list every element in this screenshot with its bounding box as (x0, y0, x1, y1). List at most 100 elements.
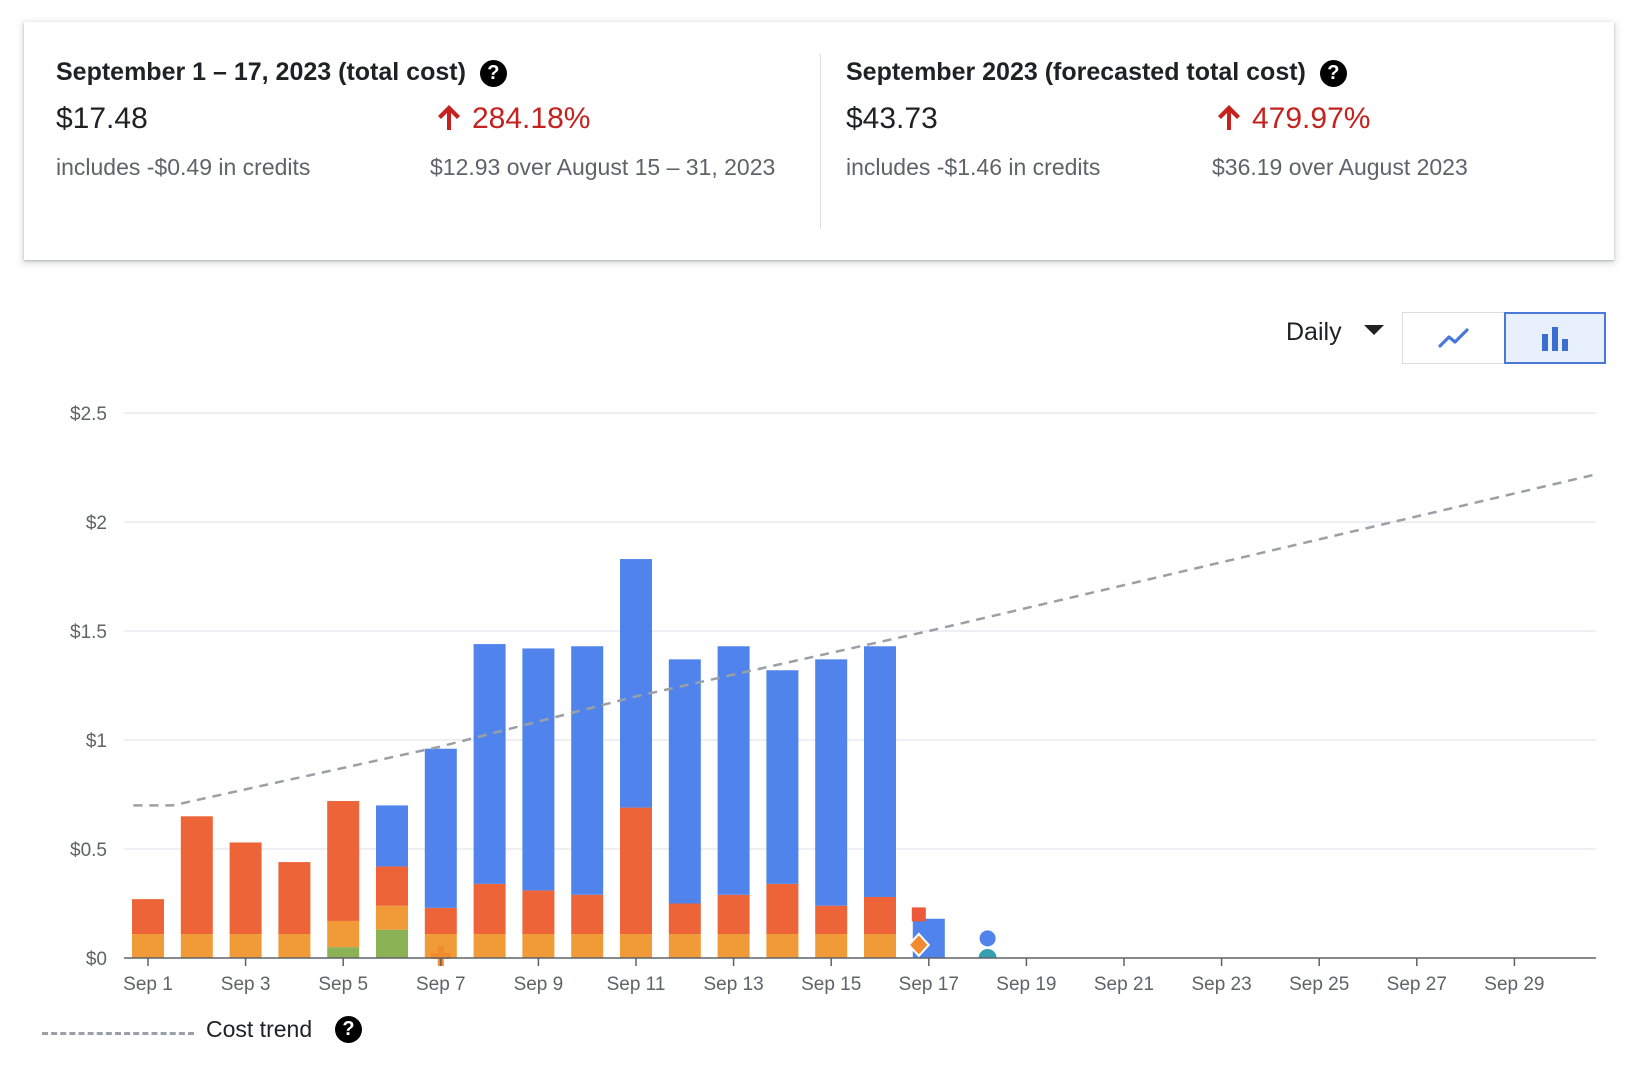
legend-label: Cost trend (206, 1016, 313, 1042)
chart-grid (124, 412, 1596, 850)
bar-segment (327, 947, 360, 958)
help-circle-icon[interactable]: ? (1319, 60, 1347, 87)
x-tick-label: Sep 17 (899, 974, 959, 995)
bar-segment (864, 646, 896, 897)
bar-segment (522, 648, 555, 891)
bar-segment (180, 816, 213, 935)
y-tick-label: $2.5 (70, 404, 107, 425)
bar-segment (717, 646, 750, 895)
bar-chart-icon (1542, 327, 1568, 351)
legend-dash-swatch (42, 1032, 194, 1035)
x-tick-label: Sep 15 (801, 974, 861, 995)
bar-segment (620, 807, 652, 935)
bar-segment (522, 890, 555, 935)
bar-segment (327, 801, 360, 921)
bar-segment (864, 896, 896, 935)
bar-segment (571, 894, 604, 935)
bar-segment (668, 903, 701, 935)
forecast-comparison-text: $36.19 over August 2023 (1212, 154, 1468, 180)
bar-chart-toggle-button[interactable] (1504, 312, 1606, 364)
forecast-cost-amount: $43.73 (846, 102, 938, 135)
x-tick-label: Sep 1 (123, 974, 173, 995)
bar-segment (327, 920, 360, 948)
bar-segment (571, 934, 604, 958)
bar-segment (473, 934, 506, 958)
square-icon (911, 907, 926, 922)
forecast-change: 479.97% (1216, 102, 1370, 136)
forecast-credits-text: includes -$1.46 in credits (846, 154, 1101, 180)
forecast-cost-title-text: September 2023 (forecasted total cost) (846, 58, 1306, 86)
bar-segment (815, 659, 848, 906)
bar-segment (522, 934, 555, 958)
bar-segment (766, 670, 799, 884)
bar-segment (132, 899, 164, 935)
arrow-up-icon (438, 105, 460, 130)
x-tick-label: Sep 7 (416, 974, 466, 995)
help-circle-icon[interactable]: ? (479, 60, 507, 87)
granularity-dropdown[interactable]: Daily (1286, 318, 1384, 347)
x-axis: Sep 1 Sep 3 Sep 5 Sep 7 Sep 9 Sep 11 Sep 13 Sep… (123, 957, 1596, 995)
line-chart-toggle-button[interactable] (1402, 312, 1504, 364)
bar-segment (376, 929, 408, 958)
current-change: 284.18% (436, 102, 590, 136)
cost-summary-card: September 1 – 17, 2023 (total cost)? $17… (24, 22, 1614, 260)
bar-segment (864, 934, 896, 958)
x-tick-label: Sep 19 (996, 974, 1056, 995)
bar-segment (766, 934, 799, 958)
bar-segment (717, 934, 750, 958)
help-circle-icon[interactable]: ? (335, 1016, 362, 1043)
current-comparison-text: $12.93 over August 15 – 31, 2023 (430, 154, 776, 180)
current-cost-title-text: September 1 – 17, 2023 (total cost) (56, 58, 466, 86)
person-icon (978, 949, 997, 958)
bar-segment (620, 934, 652, 958)
bar-segment (766, 883, 799, 935)
bar-segment (229, 934, 262, 958)
current-cost-title: September 1 – 17, 2023 (total cost)? (56, 58, 507, 87)
forecast-change-value: 479.97% (1252, 102, 1371, 135)
diamond-icon (907, 932, 931, 958)
bar-segment (815, 934, 848, 958)
x-tick-label: Sep 13 (703, 974, 763, 995)
bar-segment (180, 934, 213, 958)
bar-segment (473, 883, 506, 935)
y-axis-ticks: $0 $0.5 $1 $1.5 $2 $2.5 (70, 404, 107, 970)
bar-segment (668, 659, 701, 904)
trend-line (133, 472, 1598, 807)
circle-icon (979, 930, 996, 947)
x-tick-label: Sep 3 (221, 974, 271, 995)
bar-segment (424, 748, 457, 908)
bar-segment (376, 805, 408, 867)
x-tick-label: Sep 27 (1387, 974, 1447, 995)
bar-segment (229, 842, 262, 935)
card-divider (820, 54, 821, 229)
bar-segment (278, 934, 311, 958)
bar-segment (668, 934, 701, 958)
bar-segment (717, 894, 750, 935)
cost-trend-line (133, 472, 1598, 807)
current-cost-amount: $17.48 (56, 102, 148, 135)
x-tick-label: Sep 23 (1191, 974, 1251, 995)
x-tick-label: Sep 21 (1094, 974, 1154, 995)
bar-segment (571, 646, 604, 895)
x-tick-label: Sep 9 (514, 974, 564, 995)
bar-segment (132, 934, 164, 958)
bar-segment (620, 559, 652, 808)
bar-segment (473, 644, 506, 884)
y-tick-label: $1 (86, 731, 107, 752)
chart-markers (430, 907, 997, 966)
y-tick-label: $1.5 (70, 622, 107, 643)
y-tick-label: $2 (86, 513, 107, 534)
bar-segment (815, 905, 848, 935)
bar-segment (424, 907, 457, 935)
bar-segment (376, 866, 408, 906)
bar-segment (278, 862, 311, 935)
y-tick-label: $0.5 (70, 840, 107, 861)
x-tick-label: Sep 29 (1484, 974, 1544, 995)
y-tick-label: $0 (86, 949, 107, 970)
current-credits-text: includes -$0.49 in credits (56, 154, 311, 180)
arrow-up-icon (1218, 105, 1240, 130)
plus-icon (430, 946, 451, 966)
bar-segment (376, 905, 408, 930)
x-tick-label: Sep 25 (1289, 974, 1349, 995)
